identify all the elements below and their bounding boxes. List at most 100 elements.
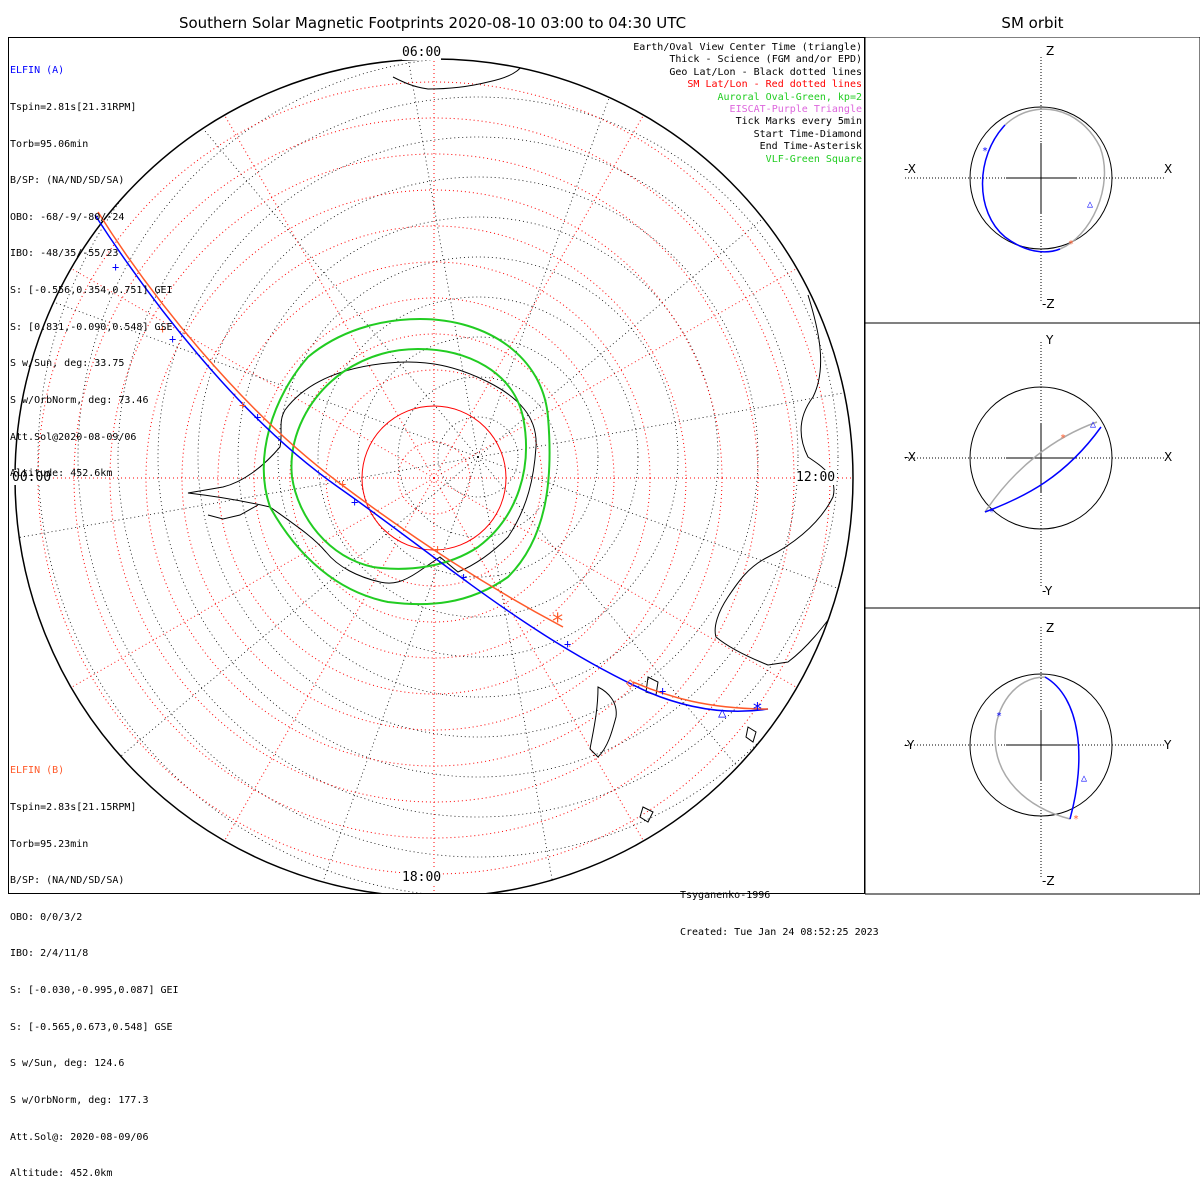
- sat-a-end-asterisk: *: [752, 699, 763, 720]
- sat-b-end-asterisk: *: [551, 610, 564, 635]
- legend-entry: Geo Lat/Lon - Black dotted lines: [669, 66, 862, 78]
- auroral-ovals: [262, 317, 551, 606]
- geo-lon-spoke: [356, 59, 479, 458]
- sat-b-line: Tspin=2.83s[21.15RPM]: [10, 802, 137, 814]
- legend-entry: Earth/Oval View Center Time (triangle): [633, 42, 862, 53]
- sm-lon-spoke: [433, 268, 798, 479]
- legend-entry: Tick Marks every 5min: [735, 116, 862, 128]
- sat-b-line: S: [-0.565,0.673,0.548] GSE: [10, 1021, 173, 1033]
- orbit-p3-left: -Y: [904, 738, 915, 752]
- new-zealand: [589, 686, 617, 758]
- orbit-p1-left: -X: [904, 162, 916, 176]
- created-credit: Created: Tue Jan 24 08:52:25 2023: [680, 927, 879, 939]
- geo-lat-circle: [157, 136, 799, 778]
- sm-orbit-panels: * * △ * * △ * * △: [865, 37, 1200, 895]
- geo-lat-circle: [117, 96, 839, 818]
- sat-b-line: S w/Sun, deg: 124.6: [10, 1058, 125, 1070]
- orbit-p3-bottom: -Z: [1042, 874, 1055, 888]
- legend-entry: End Time-Asterisk: [759, 141, 862, 153]
- legend-entry: Thick - Science (FGM and/or EPD): [669, 54, 862, 66]
- svg-text:△: △: [1087, 199, 1093, 210]
- orbit-p2-bottom: -Y: [1042, 584, 1053, 598]
- sm-lon-spoke: [70, 477, 435, 688]
- geo-lon-spoke: [28, 59, 479, 458]
- sat-b-tick: +: [339, 477, 346, 491]
- svg-text:*: *: [996, 711, 1002, 722]
- sm-lon-spoke: [433, 114, 644, 479]
- sat-b-line: OBO: 0/0/3/2: [10, 911, 83, 923]
- geo-lat-circle: [437, 416, 519, 498]
- sat-a-line: B/SP: (NA/ND/SD/SA): [10, 175, 125, 187]
- sat-b-track: [97, 211, 564, 628]
- satellite-tracks: [94, 211, 769, 713]
- sm-lon-spoke: [433, 477, 644, 842]
- orbit-panel-title: SM orbit: [1001, 14, 1064, 32]
- sat-a-line: Altitude: 452.6km: [10, 468, 113, 480]
- sat-a-line: IBO: -48/35/-55/23: [10, 248, 119, 260]
- geo-lon-spoke: [477, 456, 853, 698]
- geo-lon-spoke: [477, 456, 853, 894]
- sat-a-line: S w/OrbNorm, deg: 73.46: [10, 394, 149, 406]
- south-america-coast: [364, 59, 525, 90]
- orbit-p2-top: Y: [1046, 333, 1054, 347]
- geo-lon-spoke: [477, 59, 719, 458]
- sat-b-line: S: [-0.030,-0.995,0.087] GEI: [10, 985, 179, 997]
- sat-a-name: ELFIN (A): [10, 65, 65, 77]
- orbit-panel-yz: * * △: [905, 627, 1165, 877]
- orbit-p2-right: X: [1164, 450, 1173, 464]
- australia-coast: [714, 294, 853, 666]
- sat-b-line: Altitude: 452.0km: [10, 1168, 113, 1180]
- sat-a-tick: +: [112, 260, 119, 274]
- sat-b-line: Torb=95.23min: [10, 838, 89, 850]
- sat-b-line: IBO: 2/4/11/8: [10, 948, 89, 960]
- geo-lon-spoke: [15, 456, 479, 579]
- island-small-3: [639, 806, 654, 823]
- geo-lat-circle: [317, 296, 639, 618]
- orbit-p1-top: Z: [1046, 44, 1055, 58]
- sat-b-tick: +: [159, 322, 166, 336]
- sat-a-line: Tspin=2.81s[21.31RPM]: [10, 102, 137, 114]
- sat-a-line: S w/Sun, deg: 33.75: [10, 358, 125, 370]
- sat-a-line: S: [-0.556,0.354,0.751] GEI: [10, 285, 173, 297]
- antarctica-coast: [187, 361, 537, 584]
- geo-lat-circle: [277, 256, 679, 658]
- geo-lon-spoke: [237, 456, 479, 894]
- legend-entry: VLF-Green Square: [765, 153, 862, 165]
- sat-a-line: Torb=95.06min: [10, 138, 89, 150]
- orbit-p2-left: -X: [904, 450, 916, 464]
- sm-lon-spoke: [224, 477, 435, 842]
- sat-a-tick: +: [169, 332, 176, 346]
- geo-lon-spoke: [15, 456, 479, 894]
- geo-lon-spoke: [477, 59, 853, 458]
- sat-a-line: Att.Sol@2020-08-09/06: [10, 431, 137, 443]
- orbit-panel-xz: * * △: [905, 57, 1165, 302]
- sat-b-name: ELFIN (B): [10, 765, 65, 777]
- hour-label-top: 06:00: [402, 45, 442, 60]
- sat-a-info: ELFIN (A) Tspin=2.81s[21.31RPM] Torb=95.…: [10, 41, 173, 493]
- svg-text:△: △: [1090, 419, 1096, 430]
- sat-a-tick: +: [564, 637, 571, 651]
- credits: Tsyganenko-1996 Created: Tue Jan 24 08:5…: [680, 866, 879, 951]
- svg-text:*: *: [982, 146, 988, 157]
- view-center-triangle: △: [718, 705, 727, 721]
- sat-a-line: S: [0.831,-0.090,0.548] GSE: [10, 321, 173, 333]
- svg-text:*: *: [1073, 814, 1079, 825]
- sat-b-line: S w/OrbNorm, deg: 177.3: [10, 1094, 149, 1106]
- hour-label-bottom: 18:00: [402, 870, 442, 885]
- sat-b-line: B/SP: (NA/ND/SD/SA): [10, 875, 125, 887]
- sat-a-tick: +: [460, 570, 467, 584]
- sm-lon-spoke: [433, 477, 798, 688]
- sat-b-line: Att.Sol@: 2020-08-09/06: [10, 1131, 149, 1143]
- auroral-oval-outer: [262, 317, 551, 606]
- orbit-p1-right: X: [1164, 162, 1173, 176]
- sat-b-info: ELFIN (B) Tspin=2.83s[21.15RPM] Torb=95.…: [10, 741, 179, 1193]
- geo-lon-spoke: [15, 216, 479, 458]
- orbit-p1-bottom: -Z: [1042, 297, 1055, 311]
- antarctic-peninsula: [207, 504, 259, 520]
- plot-title: Southern Solar Magnetic Footprints 2020-…: [178, 14, 687, 32]
- orbit-p3-top: Z: [1046, 621, 1055, 635]
- geo-lat-circle: [77, 59, 853, 858]
- model-credit: Tsyganenko-1996: [680, 890, 771, 902]
- sat-b-tick: +: [434, 542, 441, 556]
- island-small-2: [745, 726, 757, 743]
